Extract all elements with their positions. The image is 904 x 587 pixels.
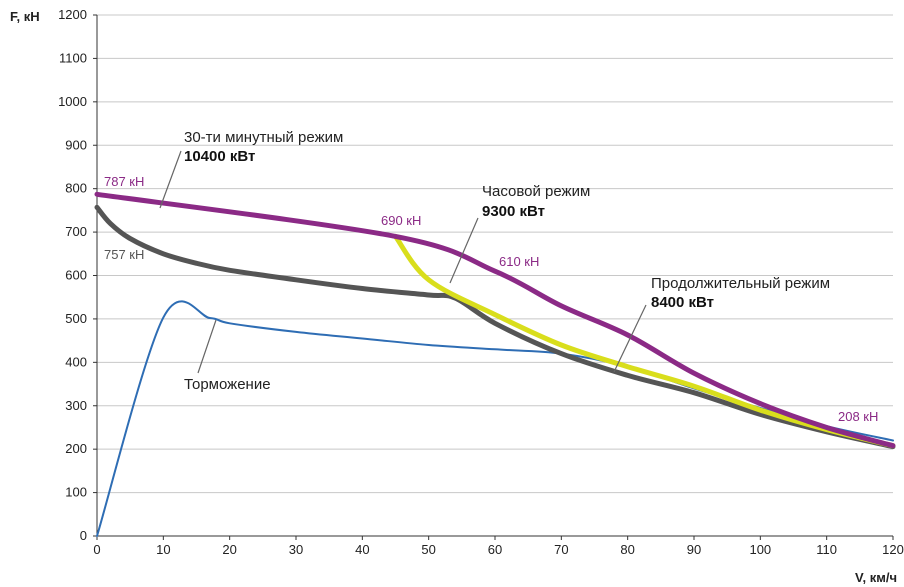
y-tick-label: 1100 (59, 50, 87, 65)
label-690: 690 кН (381, 213, 421, 228)
x-tick-label: 20 (222, 542, 236, 557)
label-610: 610 кН (499, 254, 539, 269)
y-tick-label: 300 (65, 398, 87, 413)
x-tick-labels: 0 10 20 30 40 50 60 70 80 90 100 110 120 (93, 536, 904, 557)
y-tick-labels: 0 100 200 300 400 500 600 700 800 900 1000 1100 1200 (58, 7, 97, 543)
y-axis-title: F, кН (10, 9, 40, 24)
x-tick-label: 40 (355, 542, 369, 557)
y-tick-label: 500 (65, 311, 87, 326)
y-tick-label: 0 (80, 528, 87, 543)
x-tick-label: 30 (289, 542, 303, 557)
thirty-min-power: 10400 кВт (184, 148, 255, 165)
x-tick-label: 60 (488, 542, 502, 557)
x-tick-label: 100 (749, 542, 771, 557)
x-tick-label: 110 (816, 542, 837, 557)
series-lines (94, 191, 896, 537)
series-line-thirty-min (94, 191, 896, 449)
y-tick-label: 700 (65, 224, 87, 239)
x-tick-label: 90 (687, 542, 701, 557)
x-tick-label: 70 (554, 542, 568, 557)
x-tick-label: 120 (882, 542, 904, 557)
label-757: 757 кН (104, 247, 144, 262)
continuous-power: 8400 кВт (651, 294, 714, 311)
braking-leader (197, 319, 217, 374)
series-line-hourly (393, 233, 896, 449)
braking-title: Торможение (184, 376, 271, 393)
hourly-leader (449, 217, 479, 284)
x-tick-label: 0 (93, 542, 100, 557)
y-tick-label: 1200 (58, 7, 87, 22)
x-axis-title: V, км/ч (855, 570, 897, 585)
continuous-leader (613, 304, 647, 373)
y-tick-label: 800 (65, 181, 87, 196)
y-tick-label: 400 (65, 354, 87, 369)
y-tick-label: 600 (65, 268, 87, 283)
y-tick-label: 100 (65, 485, 87, 500)
hourly-power: 9300 кВт (482, 203, 545, 220)
y-tick-label: 1000 (58, 94, 87, 109)
thirty-min-leader (159, 150, 182, 209)
x-tick-label: 50 (421, 542, 435, 557)
annotation-leaders (159, 150, 647, 374)
thirty-min-title: 30-ти минутный режим (184, 129, 343, 146)
grid-lines (97, 14, 893, 494)
label-787: 787 кН (104, 174, 144, 189)
y-tick-label: 200 (65, 441, 87, 456)
continuous-title: Продолжительный режим (651, 275, 830, 292)
x-tick-label: 10 (156, 542, 170, 557)
label-208: 208 кН (838, 409, 878, 424)
x-tick-label: 80 (620, 542, 634, 557)
series-line-continuous (94, 204, 896, 450)
y-tick-label: 900 (65, 137, 87, 152)
hourly-title: Часовой режим (482, 183, 590, 200)
